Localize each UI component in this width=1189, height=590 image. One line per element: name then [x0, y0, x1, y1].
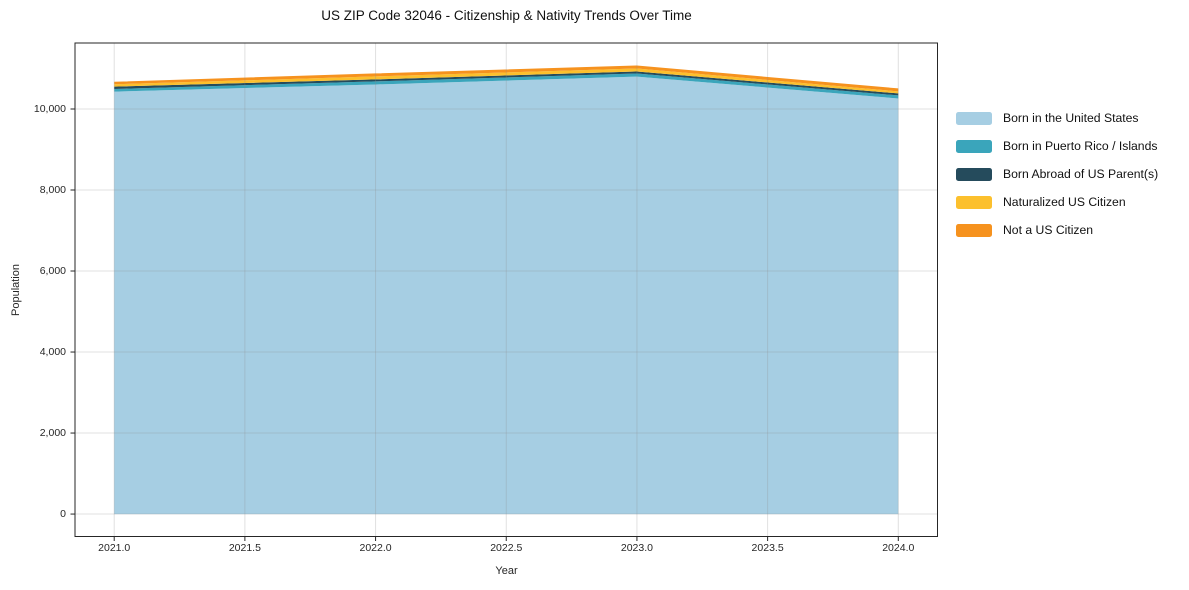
- y-tick-label: 6,000: [39, 265, 66, 277]
- legend-swatch-icon: [956, 167, 992, 181]
- legend-swatch-icon: [956, 223, 992, 237]
- y-tick-label: 4,000: [39, 346, 66, 359]
- legend-item-3: Naturalized US Citizen: [956, 188, 1158, 216]
- legend-swatch-icon: [956, 111, 992, 125]
- area-series-1: [114, 73, 899, 99]
- x-tick-label: 2023.0: [620, 542, 653, 554]
- legend: Born in the United States Born in Puerto …: [956, 104, 1158, 244]
- legend-label: Born in the United States: [1003, 111, 1139, 125]
- area-series-2: [114, 71, 899, 96]
- legend-swatch-icon: [956, 195, 992, 209]
- legend-swatch-icon: [956, 139, 992, 153]
- plot-border: [74, 42, 938, 537]
- y-tick-label: 8,000: [39, 184, 66, 196]
- legend-label: Born Abroad of US Parent(s): [1003, 167, 1159, 181]
- x-axis-label: Year: [495, 565, 518, 577]
- legend-item-2: Born Abroad of US Parent(s): [956, 160, 1158, 188]
- y-tick-label: 2,000: [39, 427, 66, 440]
- legend-item-4: Not a US Citizen: [956, 216, 1158, 244]
- chart-title: US ZIP Code 32046 - Citizenship & Nativi…: [321, 8, 692, 23]
- x-tick-label: 2022.0: [359, 542, 392, 554]
- x-tick-label: 2023.5: [751, 542, 784, 554]
- legend-item-0: Born in the United States: [956, 104, 1158, 132]
- y-tick-label: 0: [60, 508, 66, 521]
- legend-item-1: Born in Puerto Rico / Islands: [956, 132, 1158, 160]
- legend-label: Born in Puerto Rico / Islands: [1003, 139, 1158, 153]
- area-series-3: [114, 68, 899, 94]
- area-series-0: [114, 76, 899, 515]
- x-tick-label: 2022.5: [490, 542, 523, 554]
- area-series-4: [114, 65, 899, 92]
- x-tick-label: 2021.5: [228, 542, 261, 554]
- legend-label: Naturalized US Citizen: [1003, 195, 1126, 209]
- x-tick-label: 2021.0: [98, 542, 131, 554]
- x-tick-label: 2024.0: [882, 542, 915, 554]
- legend-label: Not a US Citizen: [1003, 223, 1094, 237]
- y-tick-label: 10,000: [33, 102, 66, 115]
